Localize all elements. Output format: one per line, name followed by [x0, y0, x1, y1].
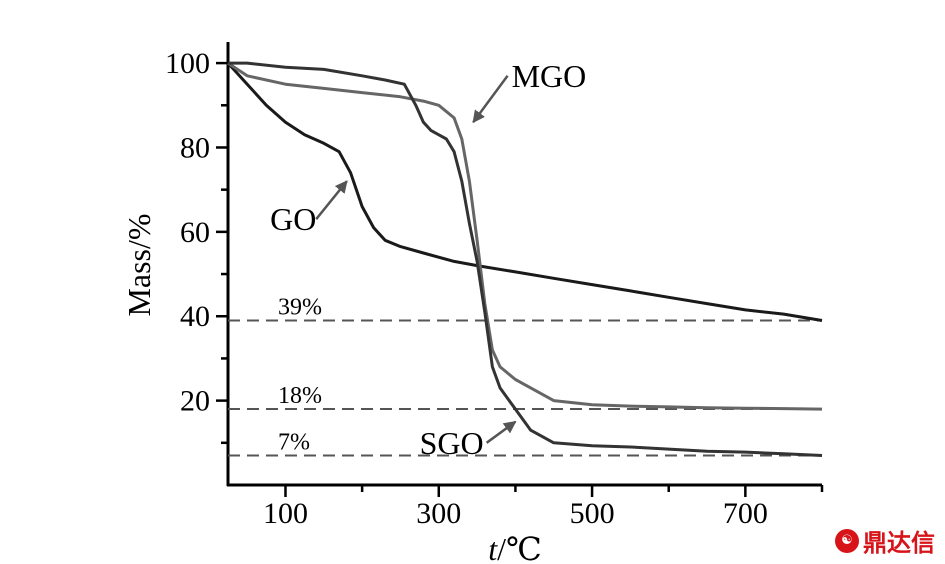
reference-line-39-label: 39% [278, 294, 322, 320]
annotation-arrow-mgo [472, 75, 509, 124]
y-axis-label: Mass/% [121, 213, 157, 316]
watermark: ☯ 鼎达信 [835, 523, 935, 558]
x-axis-label: t/℃ [488, 531, 542, 564]
x-tick-label-700: 700 [723, 497, 768, 530]
reference-line-18-label: 18% [278, 383, 322, 409]
y-tick-label-40: 40 [180, 300, 210, 333]
series-line-go [226, 62, 823, 322]
annotation-sgo: SGO [420, 425, 484, 461]
watermark-text: 鼎达信 [863, 529, 935, 557]
y-tick-label-20: 20 [180, 385, 210, 418]
annotation-arrow-sgo [485, 420, 517, 444]
series-line-sgo [228, 61, 823, 457]
annotation-mgo: MGO [512, 58, 587, 94]
x-tick-label-500: 500 [570, 497, 615, 530]
annotation-arrow-go [315, 180, 348, 220]
y-tick-label-100: 100 [165, 47, 210, 80]
series-line-mgo [227, 61, 823, 411]
x-tick-label-100: 100 [263, 497, 308, 530]
y-tick-label-60: 60 [180, 216, 210, 249]
reference-line-7-label: 7% [278, 429, 310, 455]
x-tick-label-300: 300 [416, 497, 461, 530]
annotation-go: GO [270, 201, 316, 237]
seal-icon: ☯ [835, 528, 859, 553]
y-tick-label-80: 80 [180, 131, 210, 164]
